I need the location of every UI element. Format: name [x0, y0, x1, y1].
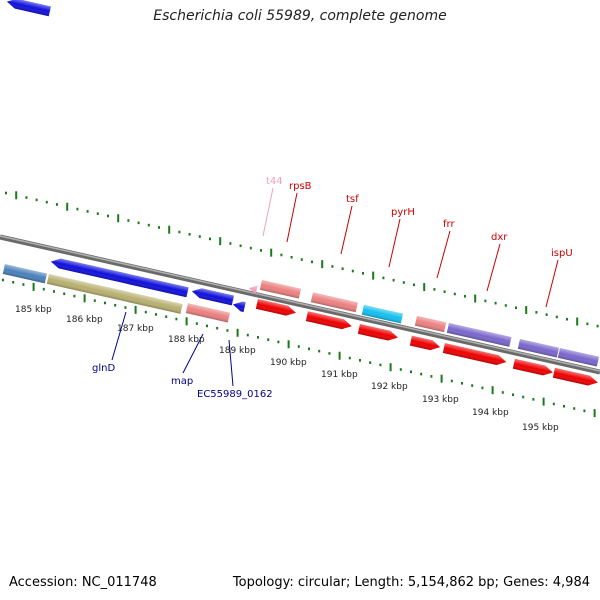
cds-reverse-shading: [232, 301, 246, 313]
glnd-region-shading: [46, 274, 183, 314]
cds-reverse: [191, 288, 234, 306]
label-leader-line: [436, 230, 451, 279]
gene-label-frr[interactable]: frr: [443, 219, 455, 230]
gene-label-rpsb[interactable]: rpsB: [289, 181, 312, 192]
tick-label: 192 kbp: [371, 382, 408, 392]
label-leader-line: [545, 259, 559, 308]
cds-forward: [512, 358, 553, 376]
dxr-cds: [446, 323, 512, 347]
label-leader-line: [286, 192, 298, 243]
trna-t44-shading: [248, 285, 259, 295]
tick-label: 195 kbp: [522, 423, 559, 433]
cds-steel: [2, 264, 47, 284]
cds-forward-shading: [255, 299, 296, 316]
tick-label: 190 kbp: [270, 358, 307, 368]
tick-label: 185 kbp: [15, 305, 52, 315]
frr-cds: [414, 315, 447, 333]
cds-forward: [552, 367, 598, 386]
tick-label: 189 kbp: [219, 346, 256, 356]
ispu-cds-shading: [517, 339, 560, 358]
cds-reverse: [6, 0, 51, 17]
frr-cds-shading: [414, 315, 447, 333]
accession-text: Accession: NC_011748: [9, 575, 157, 590]
gene-label-pyrh[interactable]: pyrH: [391, 207, 415, 218]
cds-purple-shading: [557, 348, 600, 367]
cds-forward-shading: [442, 343, 507, 365]
rpsb-cds-shading: [259, 279, 302, 299]
genome-stats-text: Topology: circular; Length: 5,154,862 bp…: [232, 575, 590, 590]
label-leader-line: [340, 205, 353, 255]
label-leader-line: [228, 339, 234, 387]
gene-label-dxr[interactable]: dxr: [491, 232, 508, 243]
label-leader-line: [111, 311, 127, 361]
glnd-cds-shading: [50, 258, 189, 298]
label-leader-line: [182, 333, 204, 374]
page-title: Escherichia coli 55989, complete genome: [153, 8, 447, 24]
cds-steel-shading: [2, 264, 47, 284]
cds-forward: [305, 311, 352, 330]
label-leader-line: [486, 243, 501, 292]
tick-label: 191 kbp: [321, 370, 358, 380]
glnd-cds: [50, 258, 189, 298]
dotted-scale-lower: [2, 278, 596, 418]
dotted-scale-upper: [5, 191, 599, 328]
cds-forward: [255, 299, 296, 316]
map-cds-shading: [185, 303, 230, 323]
cds-purple: [557, 348, 600, 367]
tick-label: 187 kbp: [117, 324, 154, 334]
gene-label-ec55989-0162[interactable]: EC55989_0162: [197, 389, 273, 400]
dxr-cds-shading: [446, 323, 512, 347]
cds-forward-shading: [357, 324, 398, 341]
glnd-region: [46, 274, 183, 314]
cds-forward: [442, 343, 507, 365]
tick-label: 193 kbp: [422, 395, 459, 405]
gene-label-ispu[interactable]: ispU: [551, 248, 573, 259]
map-cds: [185, 303, 230, 323]
tsf-cds-shading: [310, 292, 358, 313]
cds-forward: [409, 335, 441, 351]
genome-backbone: [0, 234, 600, 375]
gene-label-t44[interactable]: t44: [266, 176, 283, 187]
tick-label: 186 kbp: [66, 315, 103, 325]
rpsb-cds: [259, 279, 302, 299]
cds-forward: [357, 324, 398, 341]
cds-reverse-shading: [191, 288, 234, 306]
gene-label-tsf[interactable]: tsf: [346, 194, 359, 205]
pyrh-cds-shading: [361, 304, 404, 324]
gene-features: [2, 0, 600, 386]
tick-label: 188 kbp: [168, 335, 205, 345]
gene-label-glnd[interactable]: glnD: [92, 363, 115, 374]
label-leader-line: [388, 218, 401, 268]
cds-forward-shading: [305, 311, 352, 330]
ispu-cds: [517, 339, 560, 358]
cds-forward-shading: [512, 358, 553, 376]
label-leader-lines: [111, 187, 559, 387]
cds-reverse-shading: [6, 0, 51, 17]
tsf-cds: [310, 292, 358, 313]
gene-label-map[interactable]: map: [171, 376, 193, 387]
tick-label: 194 kbp: [472, 408, 509, 418]
label-leader-line: [262, 187, 274, 237]
cds-forward-shading: [552, 367, 598, 386]
cds-reverse: [232, 301, 246, 313]
pyrh-cds: [361, 304, 404, 324]
trna-t44: [248, 285, 259, 295]
cds-forward-shading: [409, 335, 441, 351]
